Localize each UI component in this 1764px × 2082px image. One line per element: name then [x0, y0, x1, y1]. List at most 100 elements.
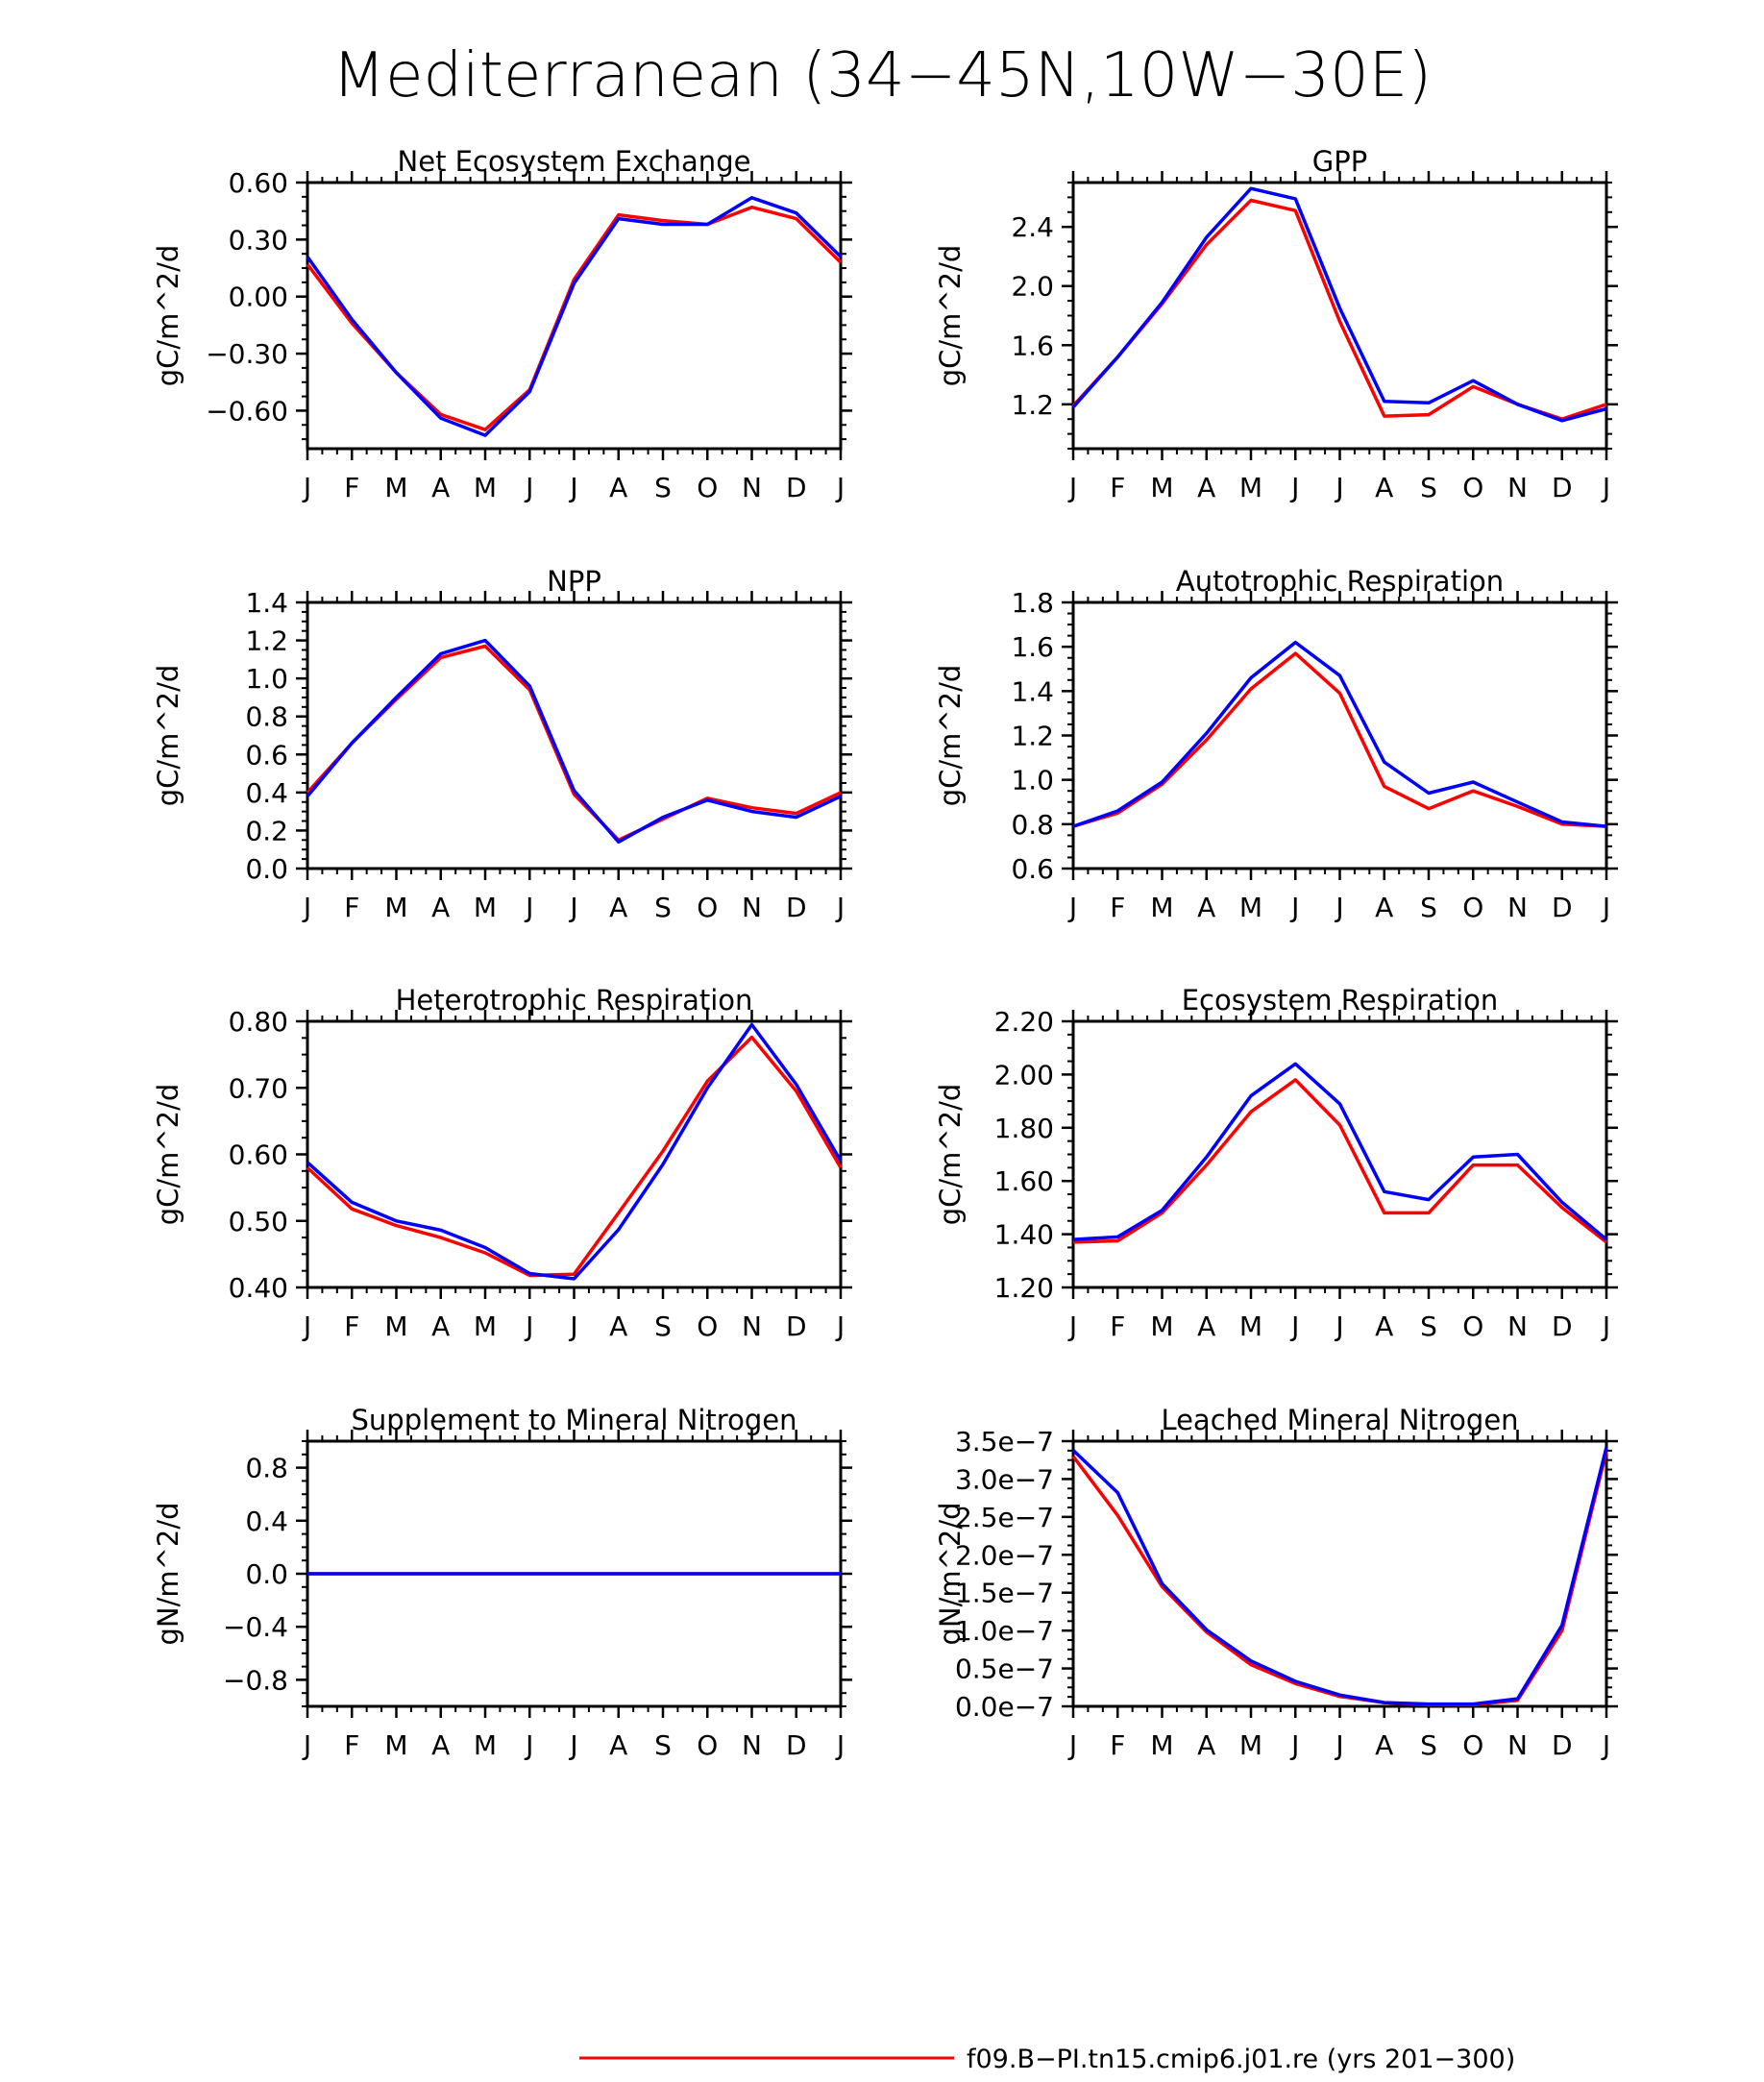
- x-tick-label: J: [1289, 1729, 1299, 1761]
- y-tick-label: 2.4: [1011, 211, 1054, 243]
- y-tick-label: 1.2: [1011, 389, 1054, 421]
- x-tick-label: J: [1601, 892, 1610, 923]
- x-tick-label: M: [1239, 1729, 1262, 1761]
- y-tick-label: 1.40: [994, 1219, 1054, 1251]
- y-axis-label: gC/m^2/d: [152, 665, 184, 807]
- x-tick-label: N: [742, 1729, 762, 1761]
- x-tick-label: A: [431, 892, 450, 923]
- series-line-blue: [306, 196, 843, 437]
- y-tick-label: 1.20: [994, 1272, 1054, 1304]
- legend: f09.B−PI.tn15.cmip6.j01.re (yrs 201−300): [579, 2045, 1515, 2074]
- y-axis-label: gC/m^2/d: [934, 665, 967, 807]
- x-tick-label: J: [302, 472, 311, 503]
- y-tick-label: −0.30: [206, 338, 288, 370]
- x-tick-label: D: [786, 472, 807, 503]
- y-axis-label: gN/m^2/d: [934, 1502, 967, 1645]
- x-tick-label: D: [786, 1729, 807, 1761]
- x-tick-label: M: [474, 1310, 497, 1342]
- y-tick-label: 0.4: [245, 1506, 288, 1537]
- x-tick-label: O: [1462, 1729, 1483, 1761]
- x-tick-label: M: [1239, 1310, 1262, 1342]
- x-tick-label: N: [1507, 1729, 1528, 1761]
- x-tick-label: O: [697, 892, 718, 923]
- x-tick-label: J: [1289, 892, 1299, 923]
- x-tick-label: M: [1150, 1729, 1173, 1761]
- y-tick-label: 1.2: [245, 625, 288, 657]
- y-tick-label: 0.60: [229, 1139, 288, 1171]
- x-tick-label: A: [1375, 1310, 1393, 1342]
- y-tick-label: 1.0: [1011, 765, 1054, 796]
- x-tick-label: J: [1067, 1310, 1077, 1342]
- x-tick-label: N: [1507, 472, 1528, 503]
- y-tick-label: −0.4: [223, 1611, 288, 1643]
- x-tick-label: O: [1462, 1310, 1483, 1342]
- x-tick-label: M: [474, 1729, 497, 1761]
- x-tick-label: A: [609, 1310, 627, 1342]
- y-tick-label: 1.0: [245, 663, 288, 695]
- y-tick-label: 0.8: [245, 701, 288, 733]
- x-tick-label: F: [344, 1729, 359, 1761]
- x-tick-label: J: [524, 892, 533, 923]
- y-tick-label: 0.30: [229, 224, 288, 256]
- y-tick-label: 0.0: [245, 1558, 288, 1590]
- plot-frame: [1071, 600, 1608, 870]
- x-tick-label: D: [1552, 1310, 1573, 1342]
- x-tick-label: J: [835, 472, 845, 503]
- y-tick-label: 0.8: [245, 1453, 288, 1484]
- x-tick-label: N: [1507, 1310, 1528, 1342]
- y-tick-label: 1.60: [994, 1165, 1054, 1197]
- y-tick-label: 0.5e−7: [955, 1653, 1054, 1685]
- plot-frame: [306, 181, 843, 451]
- y-tick-label: 0.50: [229, 1206, 288, 1237]
- x-tick-label: F: [1110, 1729, 1125, 1761]
- x-tick-label: A: [1197, 892, 1215, 923]
- x-tick-label: F: [1110, 892, 1125, 923]
- x-tick-label: O: [1462, 472, 1483, 503]
- x-tick-label: A: [1375, 892, 1393, 923]
- x-tick-label: J: [568, 892, 577, 923]
- y-tick-label: 0.2: [245, 815, 288, 846]
- y-tick-label: 0.6: [245, 739, 288, 771]
- x-tick-label: J: [1334, 472, 1343, 503]
- series-line-blue: [1072, 640, 1607, 828]
- x-tick-label: A: [609, 892, 627, 923]
- plot-frame: [306, 1019, 843, 1289]
- series-line-blue: [1071, 186, 1607, 423]
- y-tick-label: 2.00: [994, 1059, 1054, 1090]
- series-line-blue: [306, 1022, 843, 1281]
- x-tick-label: S: [654, 1729, 672, 1761]
- y-tick-label: 1.5e−7: [955, 1578, 1054, 1609]
- y-tick-label: 1.6: [1011, 631, 1054, 663]
- y-tick-label: 2.20: [994, 1006, 1054, 1038]
- y-tick-label: 0.0: [245, 853, 288, 885]
- series-line-blue: [1072, 1062, 1608, 1241]
- x-tick-label: S: [654, 472, 672, 503]
- x-tick-label: J: [1334, 1310, 1343, 1342]
- x-tick-label: J: [568, 1729, 577, 1761]
- x-tick-label: M: [1150, 892, 1173, 923]
- x-tick-label: J: [1289, 1310, 1299, 1342]
- x-tick-label: A: [1375, 1729, 1393, 1761]
- x-tick-label: M: [384, 1729, 407, 1761]
- x-tick-label: M: [1239, 892, 1262, 923]
- y-tick-label: 1.8: [1011, 587, 1054, 619]
- y-tick-label: −0.8: [223, 1664, 288, 1696]
- x-tick-label: O: [697, 1310, 718, 1342]
- x-tick-label: J: [302, 892, 311, 923]
- x-tick-label: S: [1420, 1729, 1437, 1761]
- x-tick-label: M: [384, 472, 407, 503]
- figure-title: Mediterranean (34−45N,10W−30E): [332, 40, 1432, 111]
- x-tick-label: M: [474, 892, 497, 923]
- y-tick-label: 0.60: [229, 167, 288, 199]
- x-tick-label: A: [431, 472, 450, 503]
- x-tick-label: F: [1110, 1310, 1125, 1342]
- x-tick-label: A: [1197, 472, 1215, 503]
- x-tick-label: N: [742, 892, 762, 923]
- x-tick-label: D: [786, 1310, 807, 1342]
- y-tick-label: 1.4: [1011, 675, 1054, 707]
- y-tick-label: 1.80: [994, 1113, 1054, 1144]
